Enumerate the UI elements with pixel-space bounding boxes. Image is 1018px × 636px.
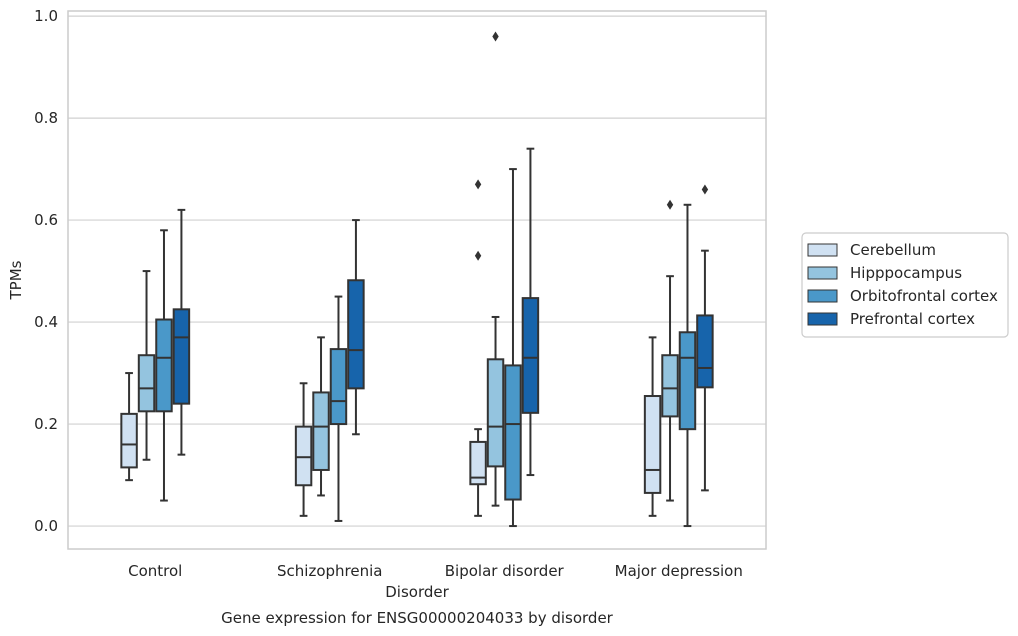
box-plot xyxy=(643,336,662,517)
outlier-point xyxy=(492,31,499,42)
y-tick-label: 1.0 xyxy=(34,7,58,25)
legend-label: Prefrontal cortex xyxy=(850,310,975,328)
box-plot xyxy=(504,168,522,528)
x-tick-labels: Control Schizophrenia Bipolar disorder Majo… xyxy=(128,562,743,580)
iqr-box xyxy=(504,364,522,501)
iqr-box xyxy=(661,354,679,418)
box-plot xyxy=(661,199,679,502)
y-tick-labels: 0.0 0.2 0.4 0.6 0.8 1.0 xyxy=(34,7,58,535)
legend-swatch xyxy=(807,266,838,280)
iqr-box xyxy=(469,440,487,486)
box-plot xyxy=(294,382,313,517)
iqr-box xyxy=(486,358,505,468)
y-axis-title: TPMs xyxy=(7,260,25,300)
iqr-box xyxy=(521,297,540,414)
iqr-box xyxy=(329,348,348,426)
legend-item: Orbitofrontal cortex xyxy=(807,287,998,305)
box-plot xyxy=(486,31,505,507)
legend-swatch xyxy=(807,243,838,257)
legend-swatch xyxy=(807,312,838,326)
x-tick-label: Schizophrenia xyxy=(277,562,382,580)
grid-lines xyxy=(68,15,766,527)
iqr-box xyxy=(120,412,138,469)
legend-frame xyxy=(801,232,1009,338)
category-group xyxy=(643,184,714,528)
outlier-point xyxy=(474,250,482,261)
legend-label: Cerebellum xyxy=(850,241,936,259)
box-plot xyxy=(469,179,487,517)
iqr-box xyxy=(678,331,697,431)
x-tick-label: Major depression xyxy=(615,562,743,580)
category-group xyxy=(469,31,540,528)
y-tick-label: 0.0 xyxy=(34,517,58,535)
x-tick-label: Control xyxy=(128,562,182,580)
y-tick-label: 0.8 xyxy=(34,109,58,127)
box-plot xyxy=(312,336,330,497)
category-group xyxy=(120,208,191,502)
chart-caption: Gene expression for ENSG00000204033 by d… xyxy=(221,609,614,627)
outlier-point xyxy=(701,184,709,195)
legend-item: Cerebellum xyxy=(807,241,936,259)
outlier-point xyxy=(474,179,482,190)
outlier-point xyxy=(666,199,674,210)
iqr-box xyxy=(172,308,191,405)
legend-swatch xyxy=(807,289,838,303)
iqr-box xyxy=(643,395,662,494)
box-plot xyxy=(696,184,714,492)
legend-label: Hipppocampus xyxy=(850,264,962,282)
category-group xyxy=(294,219,365,522)
iqr-box xyxy=(155,318,173,413)
box-plot-groups xyxy=(120,31,714,528)
box-plot xyxy=(172,208,191,456)
iqr-box xyxy=(347,279,365,390)
box-plot xyxy=(155,229,173,502)
legend-label: Orbitofrontal cortex xyxy=(850,287,998,305)
box-plot xyxy=(137,270,156,461)
plot-area-frame xyxy=(67,10,767,550)
iqr-box xyxy=(294,425,313,487)
y-tick-label: 0.6 xyxy=(34,211,58,229)
legend: Cerebellum Hipppocampus Orbitofrontal cort… xyxy=(801,232,1009,338)
y-tick-label: 0.2 xyxy=(34,415,58,433)
box-plot xyxy=(347,219,365,436)
iqr-box xyxy=(137,354,156,413)
x-tick-label: Bipolar disorder xyxy=(445,562,565,580)
y-tick-label: 0.4 xyxy=(34,313,58,331)
x-axis-title: Disorder xyxy=(385,583,449,601)
legend-item: Prefrontal cortex xyxy=(807,310,975,328)
box-plot xyxy=(120,372,138,482)
iqr-box xyxy=(696,314,714,389)
box-plot xyxy=(329,295,348,522)
legend-item: Hipppocampus xyxy=(807,264,962,282)
box-plot xyxy=(521,147,540,477)
box-plot xyxy=(678,203,697,528)
iqr-box xyxy=(312,391,330,471)
